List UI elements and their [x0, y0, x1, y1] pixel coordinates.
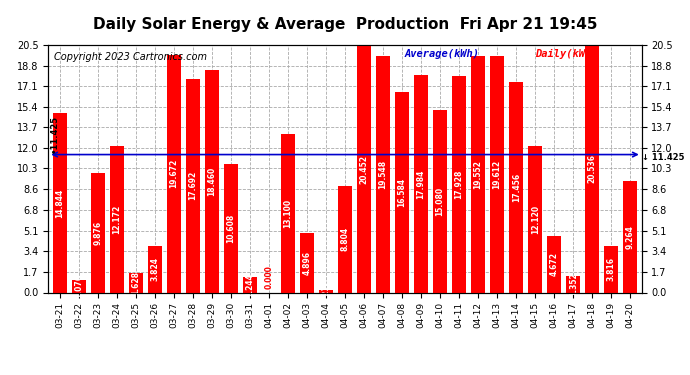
Text: 1.628: 1.628: [131, 271, 140, 295]
Bar: [547, 236, 562, 292]
Bar: [148, 246, 162, 292]
Bar: [471, 57, 485, 292]
Bar: [300, 233, 314, 292]
Bar: [72, 279, 86, 292]
Bar: [357, 46, 371, 292]
Text: 13.100: 13.100: [284, 199, 293, 228]
Bar: [414, 75, 428, 292]
Text: ↓ 11.425: ↓ 11.425: [642, 153, 684, 162]
Bar: [585, 45, 600, 292]
Text: 17.456: 17.456: [512, 172, 521, 202]
Bar: [566, 276, 580, 292]
Text: 19.672: 19.672: [169, 159, 178, 188]
Bar: [623, 181, 638, 292]
Text: 8.804: 8.804: [340, 227, 350, 251]
Text: 20.452: 20.452: [359, 154, 368, 183]
Text: 17.692: 17.692: [188, 171, 197, 200]
Bar: [395, 92, 409, 292]
Text: 15.080: 15.080: [435, 187, 444, 216]
Text: 12.120: 12.120: [531, 205, 540, 234]
Text: 1.244: 1.244: [246, 273, 255, 297]
Text: 0.000: 0.000: [264, 265, 273, 289]
Bar: [376, 57, 390, 292]
Bar: [90, 173, 105, 292]
Bar: [110, 146, 124, 292]
Text: 19.552: 19.552: [473, 160, 482, 189]
Text: 9.876: 9.876: [93, 221, 102, 245]
Bar: [224, 164, 238, 292]
Text: 4.896: 4.896: [302, 251, 311, 275]
Text: 3.816: 3.816: [607, 258, 615, 282]
Bar: [205, 70, 219, 292]
Text: 10.608: 10.608: [226, 214, 235, 243]
Text: 19.612: 19.612: [493, 159, 502, 189]
Text: Copyright 2023 Cartronics.com: Copyright 2023 Cartronics.com: [55, 53, 207, 62]
Bar: [319, 290, 333, 292]
Text: Daily Solar Energy & Average  Production  Fri Apr 21 19:45: Daily Solar Energy & Average Production …: [92, 17, 598, 32]
Text: 12.172: 12.172: [112, 204, 121, 234]
Bar: [452, 76, 466, 292]
Text: 18.460: 18.460: [208, 166, 217, 196]
Bar: [490, 56, 504, 292]
Bar: [243, 278, 257, 292]
Text: 16.584: 16.584: [397, 178, 406, 207]
Text: Daily(kWh): Daily(kWh): [535, 49, 598, 59]
Bar: [128, 273, 143, 292]
Text: 0.212: 0.212: [322, 279, 331, 303]
Bar: [338, 186, 352, 292]
Bar: [52, 113, 67, 292]
Bar: [604, 246, 618, 292]
Text: 9.264: 9.264: [626, 225, 635, 249]
Text: 20.536: 20.536: [588, 154, 597, 183]
Text: 17.984: 17.984: [417, 169, 426, 199]
Text: 1.076: 1.076: [75, 274, 83, 298]
Bar: [281, 134, 295, 292]
Bar: [186, 79, 200, 292]
Text: 4.672: 4.672: [550, 252, 559, 276]
Bar: [433, 110, 447, 292]
Text: Average(kWh): Average(kWh): [404, 49, 480, 59]
Text: 17.928: 17.928: [455, 170, 464, 199]
Text: 1.352: 1.352: [569, 273, 578, 296]
Text: 19.548: 19.548: [379, 160, 388, 189]
Bar: [528, 146, 542, 292]
Text: 14.844: 14.844: [55, 188, 64, 218]
Text: 3.824: 3.824: [150, 257, 159, 281]
Bar: [167, 55, 181, 292]
Text: •11.425: •11.425: [49, 115, 58, 153]
Bar: [509, 82, 523, 292]
